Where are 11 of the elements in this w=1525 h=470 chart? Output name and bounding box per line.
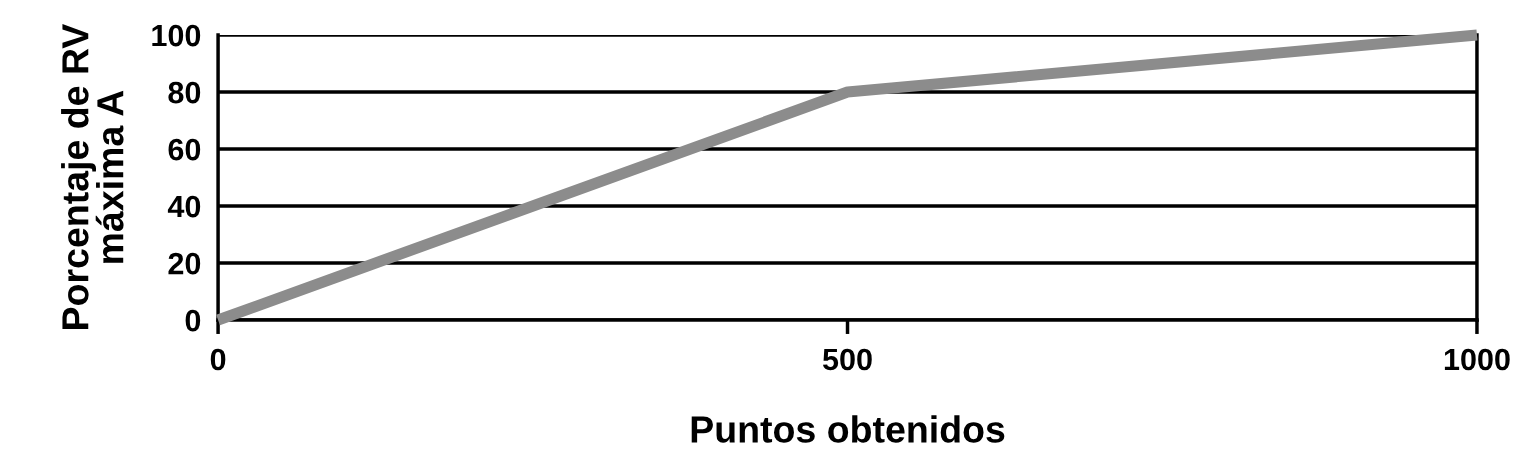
y-tick-label: 40 (167, 195, 201, 218)
y-tick-label: 100 (152, 24, 201, 47)
x-tick-label: 500 (822, 348, 872, 371)
x-tick-label: 0 (210, 348, 226, 371)
x-tick-label: 1000 (1444, 348, 1510, 371)
y-tick-label: 0 (185, 309, 201, 332)
y-tick-label: 80 (168, 81, 201, 104)
x-axis-title: Puntos obtenidos (691, 415, 1005, 443)
y-tick-label: 20 (168, 252, 201, 275)
y-tick-label: 60 (168, 138, 201, 161)
y-axis-title: Porcentaje de RV máxima A (61, 23, 124, 329)
